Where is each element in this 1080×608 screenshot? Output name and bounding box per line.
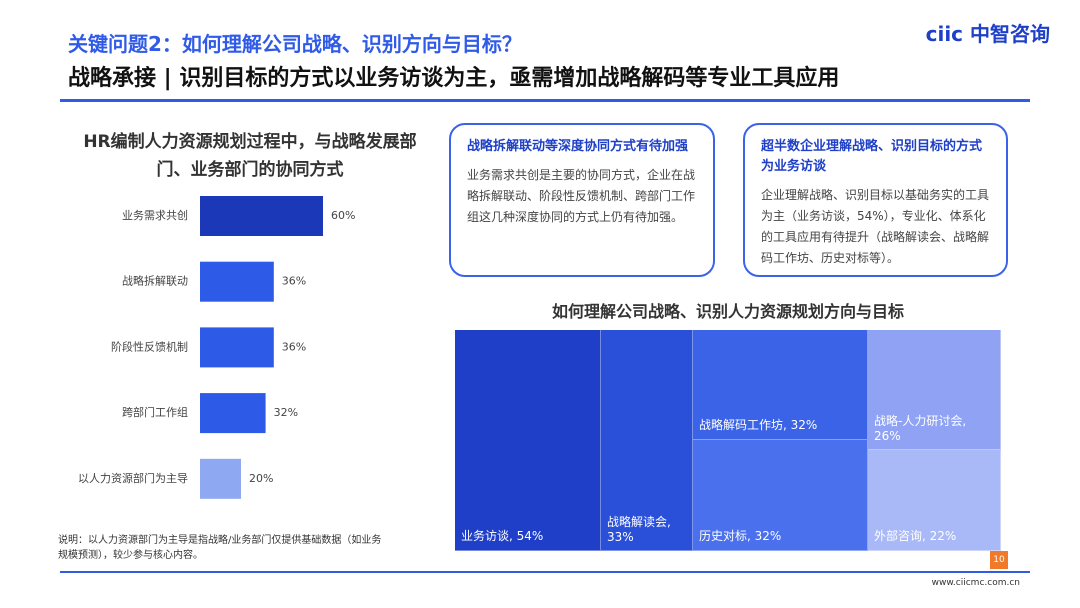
question: 关键问题2：如何理解公司战略、识别方向与目标？: [68, 32, 522, 56]
bar-chart: 业务需求共创 60% 战略拆解联动 36% 阶段性反馈机制 36% 跨部门工作组 32% 以人力…: [78, 196, 355, 499]
card-body: 业务需求共创是主要的协同方式，企业在战略拆解联动、阶段性反馈机制、跨部门工作组这…: [467, 168, 696, 224]
treemap-label: 战略解读会, 33%: [607, 515, 671, 544]
treemap-cell: 外部咨询, 22%: [868, 450, 1001, 551]
treemap-label: 历史对标, 32%: [699, 529, 782, 543]
bar: [200, 393, 266, 434]
card: 超半数企业理解战略、识别目标的方式为业务访谈 企业理解战略、识别目标以基础务实的…: [743, 123, 1008, 277]
bar: [200, 327, 274, 368]
treemap-label: 战略-人力研讨会, 26%: [874, 414, 967, 443]
category-label: 战略拆解联动: [122, 274, 188, 288]
value-label: 20%: [249, 472, 273, 485]
treemap-cell: 战略解码工作坊, 32%: [693, 330, 868, 440]
category-label: 阶段性反馈机制: [111, 339, 188, 353]
divider: [60, 99, 1030, 102]
card-title: 战略拆解联动等深度协同方式有待加强: [467, 139, 689, 154]
treemap-label: 外部咨询, 22%: [874, 529, 957, 543]
divider: [60, 571, 1030, 573]
value-label: 32%: [274, 406, 298, 419]
treemap-cell: 业务访谈, 54%: [455, 330, 601, 551]
category-label: 以人力资源部门为主导: [78, 471, 188, 485]
value-label: 36%: [282, 340, 306, 353]
card: 战略拆解联动等深度协同方式有待加强 业务需求共创是主要的协同方式，企业在战略拆解…: [449, 123, 715, 277]
logo-name: 中智咨询: [970, 22, 1050, 46]
card-body: 企业理解战略、识别目标以基础务实的工具为主（业务访谈，54%），专业化、体系化的…: [761, 188, 990, 265]
treemap-cell: 历史对标, 32%: [693, 440, 868, 551]
logo-mark: ciic: [925, 22, 964, 46]
page-number: 10: [990, 551, 1008, 569]
treemap-cell: 战略-人力研讨会, 26%: [868, 330, 1001, 450]
treemap-label: 业务访谈, 54%: [461, 529, 544, 543]
slide-title: 战略承接 | 识别目标的方式以业务访谈为主，亟需增加战略解码等专业工具应用: [68, 66, 840, 91]
value-label: 60%: [331, 209, 355, 222]
treemap-cell: 战略解读会, 33%: [601, 330, 693, 551]
treemap: 业务访谈, 54% 战略解读会, 33% 战略解码工作坊, 32% 历史对标, 32%…: [455, 330, 1001, 551]
bar: [200, 196, 323, 236]
card-title: 超半数企业理解战略、识别目标的方式为业务访谈: [761, 139, 983, 174]
treemap-title: 如何理解公司战略、识别人力资源规划方向与目标: [551, 302, 904, 321]
website: www.ciicmc.com.cn: [931, 578, 1020, 588]
category-label: 业务需求共创: [122, 209, 188, 222]
bar: [200, 458, 241, 499]
bar-title: HR编制人力资源规划过程中，与战略发展部门、业务部门的协同方式: [83, 132, 417, 180]
value-label: 36%: [282, 275, 306, 288]
bar: [200, 261, 274, 302]
treemap-label: 战略解码工作坊, 32%: [699, 418, 818, 432]
category-label: 跨部门工作组: [122, 405, 188, 419]
note: 说明：以人力资源部门为主导是指战略/业务部门仅提供基础数据（如业务规模预测），较…: [58, 535, 382, 561]
logo: ciic 中智咨询: [926, 18, 1050, 47]
